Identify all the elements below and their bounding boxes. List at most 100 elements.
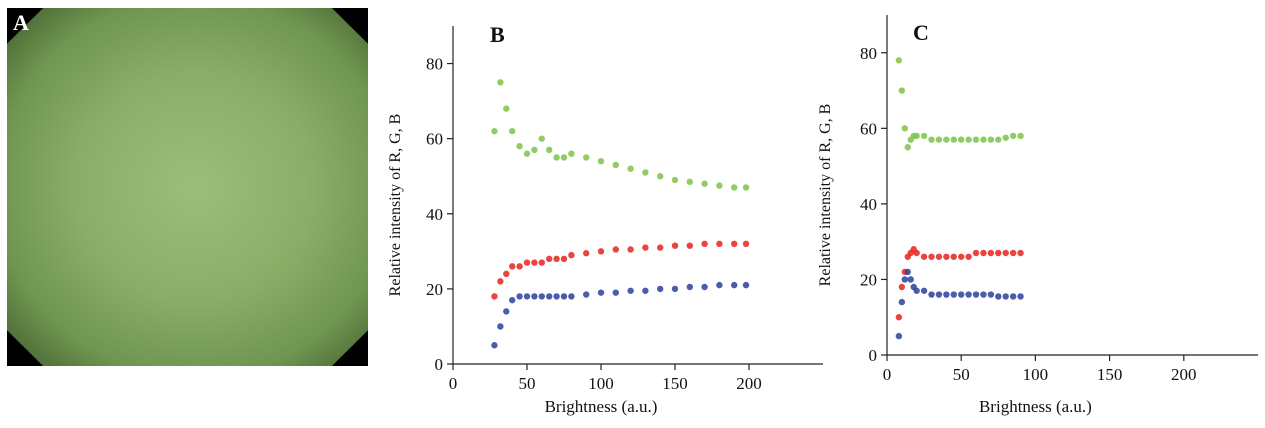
data-point [491,293,498,300]
data-point [1017,132,1024,140]
data-point [1009,249,1017,257]
data-point [560,154,568,161]
photo-image [7,8,368,366]
data-point [612,289,619,296]
data-point [531,259,538,266]
x-axis-label: Brightness (a.u.) [545,397,658,416]
data-point [943,136,950,143]
data-point [509,263,516,270]
data-point [583,291,590,298]
data-point [568,150,575,157]
panel-label: A [13,10,29,35]
data-point [1002,249,1009,257]
data-point [943,291,950,298]
data-point [523,293,531,300]
x-tick-label: 100 [1023,365,1049,384]
data-point [1009,132,1017,140]
data-point [965,253,972,260]
data-point [568,293,575,300]
data-point [509,296,516,304]
data-point [965,291,972,298]
y-tick-label: 20 [426,280,443,299]
data-point [995,249,1002,257]
data-point [701,180,708,187]
data-point [965,136,972,143]
x-tick-label: 100 [588,374,614,393]
data-point [950,291,957,298]
data-point [716,182,723,189]
data-point [904,268,911,276]
x-tick-label: 200 [1171,365,1197,384]
data-point [627,165,634,172]
data-point [671,242,679,249]
x-tick-label: 0 [883,365,892,384]
data-point [553,293,560,300]
data-point [920,253,928,260]
data-point [597,289,605,296]
data-point [538,259,545,266]
data-point [958,136,965,143]
data-point [1017,249,1024,257]
data-point [928,136,935,143]
panel-label: C [913,20,929,45]
data-point [568,251,575,259]
data-point [935,291,943,298]
data-point [913,249,920,257]
data-point [901,276,909,283]
data-point [995,293,1002,300]
data-point [742,240,750,248]
data-point [913,132,920,140]
data-point [972,291,980,298]
data-point [980,249,987,257]
data-point [913,287,920,294]
data-point [531,146,538,154]
data-point [516,142,523,150]
data-point [898,283,906,291]
data-point [497,278,504,285]
y-tick-label: 0 [869,346,878,365]
data-point [627,246,634,253]
data-point [950,253,957,260]
data-point [895,57,903,64]
data-point [583,250,590,257]
data-point [898,87,906,94]
data-point [497,79,504,86]
x-tick-label: 150 [1097,365,1123,384]
data-point [560,255,568,263]
y-tick-label: 40 [860,195,877,214]
data-point [935,136,943,143]
data-point [920,132,928,140]
data-point [716,281,723,289]
y-tick-label: 0 [435,355,444,374]
y-tick-label: 20 [860,270,877,289]
x-tick-label: 200 [736,374,762,393]
data-point [742,281,750,289]
data-point [503,105,510,112]
data-point [1009,293,1017,300]
data-point [531,293,538,300]
y-axis-label: Relative intensity of R, G, B [817,104,834,287]
data-point [928,291,935,298]
data-point [958,291,965,298]
data-point [943,253,950,260]
data-point [657,285,664,293]
data-point [987,249,995,257]
data-point [657,244,664,251]
data-point [627,287,634,294]
x-tick-label: 50 [519,374,536,393]
data-point [503,270,510,278]
x-tick-label: 0 [449,374,458,393]
data-point [907,276,914,283]
data-point [686,242,693,249]
y-tick-label: 80 [860,44,877,63]
data-point [491,127,498,135]
data-point [731,184,738,191]
data-point [553,255,560,263]
data-point [509,127,516,135]
data-point [686,178,693,186]
y-tick-label: 60 [426,130,443,149]
data-point [538,135,545,142]
data-point [901,125,909,132]
